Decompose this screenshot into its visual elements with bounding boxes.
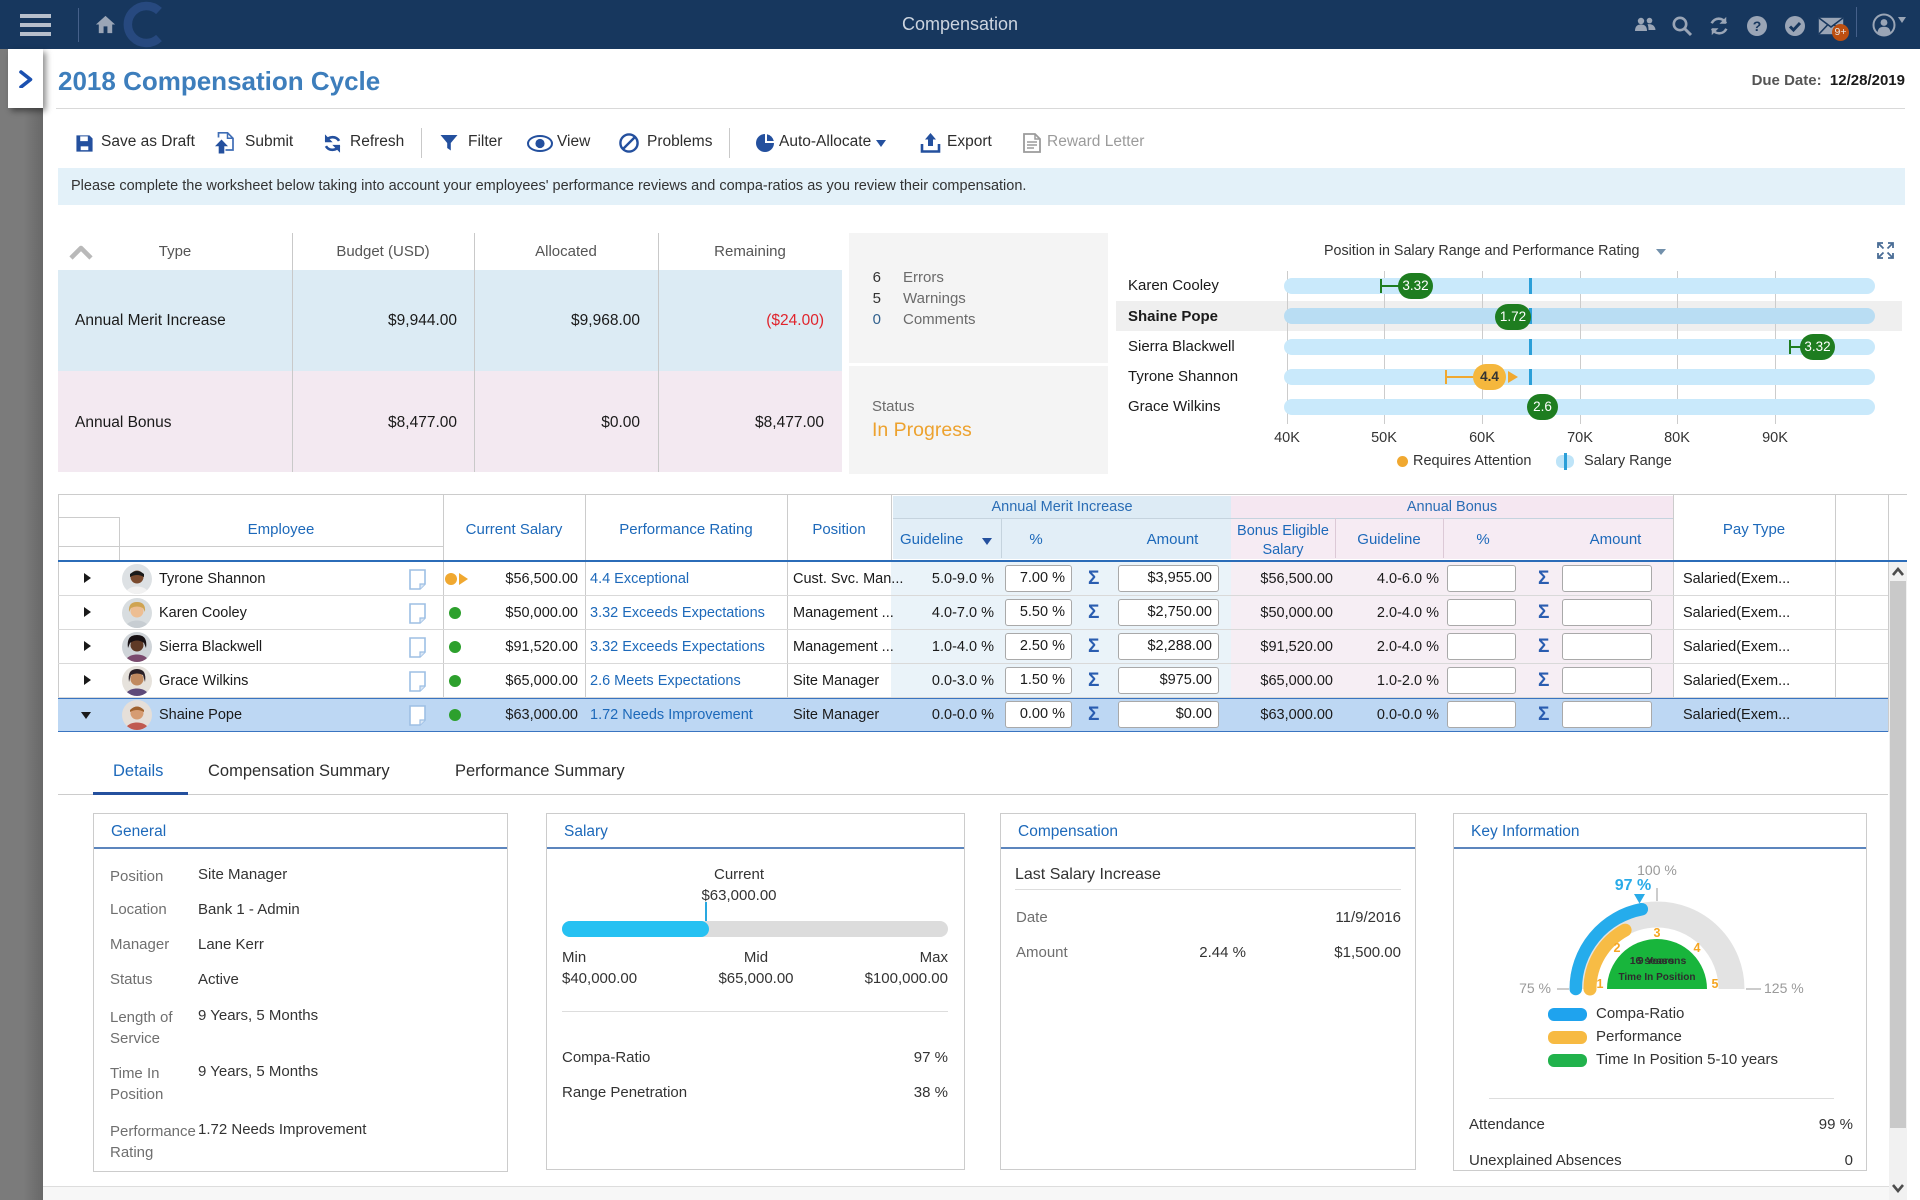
svg-text:1: 1: [1597, 977, 1604, 991]
svg-text:125 %: 125 %: [1764, 980, 1804, 996]
svg-text:16 seasons: 16 seasons: [1630, 955, 1687, 967]
svg-text:4: 4: [1694, 941, 1701, 955]
svg-text:3: 3: [1654, 926, 1661, 940]
svg-text:Time In Position: Time In Position: [1618, 972, 1695, 983]
svg-text:100 %: 100 %: [1637, 862, 1677, 878]
svg-text:2: 2: [1614, 941, 1621, 955]
svg-text:5: 5: [1712, 977, 1719, 991]
svg-text:75 %: 75 %: [1519, 980, 1551, 996]
svg-text:?: ?: [1753, 18, 1762, 34]
svg-text:97 %: 97 %: [1615, 877, 1651, 894]
svg-text:9 Years: 9 Years: [1638, 955, 1675, 967]
